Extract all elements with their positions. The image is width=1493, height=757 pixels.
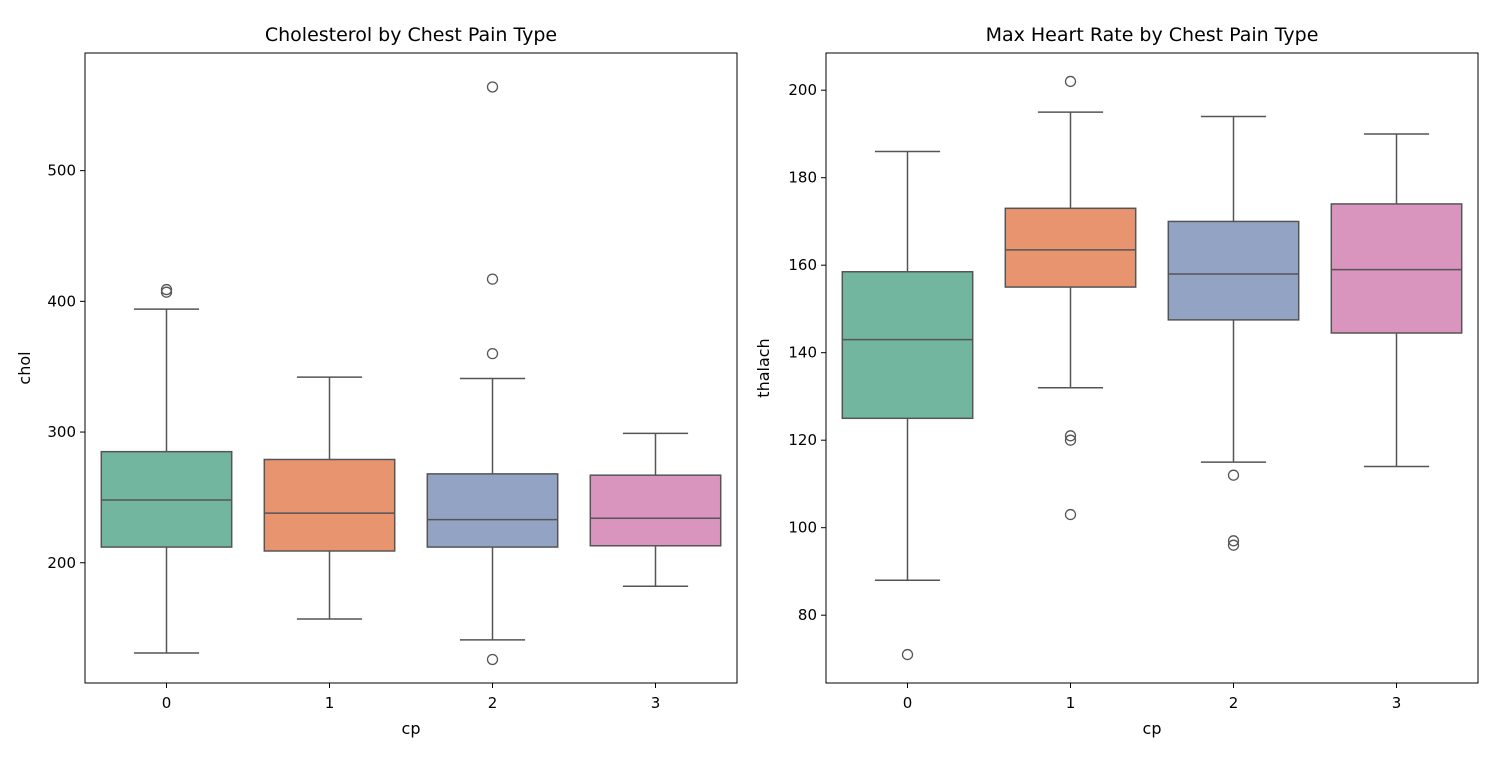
outlier-point	[486, 81, 499, 93]
x-tick-label: 3	[651, 694, 661, 712]
y-tick-label: 100	[788, 519, 817, 537]
y-tick-label: 500	[47, 162, 76, 180]
y-tick-label: 200	[788, 81, 817, 99]
outlier-point	[1227, 469, 1240, 481]
y-tick-label: 400	[47, 292, 76, 310]
box-cp-3	[1330, 203, 1463, 334]
box-cp-1	[1004, 207, 1137, 288]
x-tick-label: 1	[325, 694, 335, 712]
x-tick-label: 2	[488, 694, 498, 712]
plot-frame	[825, 52, 1479, 684]
y-tick-label: 80	[798, 606, 817, 624]
y-tick-label: 180	[788, 169, 817, 187]
y-axis-label: thalach	[754, 338, 773, 397]
max-heart-rate-chart: Max Heart Rate by Chest Pain Type cp tha…	[754, 24, 1479, 738]
box-cp-3	[589, 474, 722, 547]
outlier-point	[1064, 75, 1077, 88]
axis-ticks: 200 300 400 500 0 1 2 3	[47, 162, 660, 712]
plot-frame	[84, 52, 738, 684]
box-plot-marks	[100, 81, 722, 666]
y-tick-label: 160	[788, 256, 817, 274]
outlier-point	[1064, 434, 1077, 446]
x-axis-label: cp	[1143, 719, 1162, 738]
chart-title: Max Heart Rate by Chest Pain Type	[986, 24, 1319, 46]
outlier-point	[901, 648, 914, 661]
outlier-point	[1064, 430, 1077, 442]
y-axis-label: chol	[15, 351, 34, 384]
x-tick-label: 2	[1229, 694, 1239, 712]
y-tick-label: 120	[788, 431, 817, 449]
outlier-point	[1227, 535, 1240, 547]
y-tick-label: 140	[788, 344, 817, 362]
outlier-point	[1227, 539, 1240, 551]
outlier-point	[160, 283, 173, 296]
y-tick-label: 200	[47, 554, 76, 572]
outlier-point	[486, 347, 499, 360]
box-plot-marks	[841, 75, 1463, 661]
x-axis-label: cp	[402, 719, 421, 738]
cholesterol-chart: Cholesterol by Chest Pain Type cp chol 2…	[15, 24, 738, 738]
chart-title: Cholesterol by Chest Pain Type	[265, 24, 557, 46]
box-cp-1	[263, 458, 396, 552]
box-cp-2	[426, 473, 559, 548]
x-tick-label: 0	[903, 694, 913, 712]
outlier-point	[1064, 508, 1077, 521]
x-tick-label: 3	[1392, 694, 1402, 712]
x-tick-label: 1	[1066, 694, 1076, 712]
outlier-point	[486, 653, 499, 666]
outlier-point	[486, 273, 499, 285]
box-cp-2	[1167, 220, 1300, 321]
axis-ticks: 80 100 120 140 160 180 200 0 1 2 3	[788, 81, 1401, 712]
y-tick-label: 300	[47, 423, 76, 441]
x-tick-label: 0	[162, 694, 172, 712]
box-cp-0	[841, 271, 974, 420]
